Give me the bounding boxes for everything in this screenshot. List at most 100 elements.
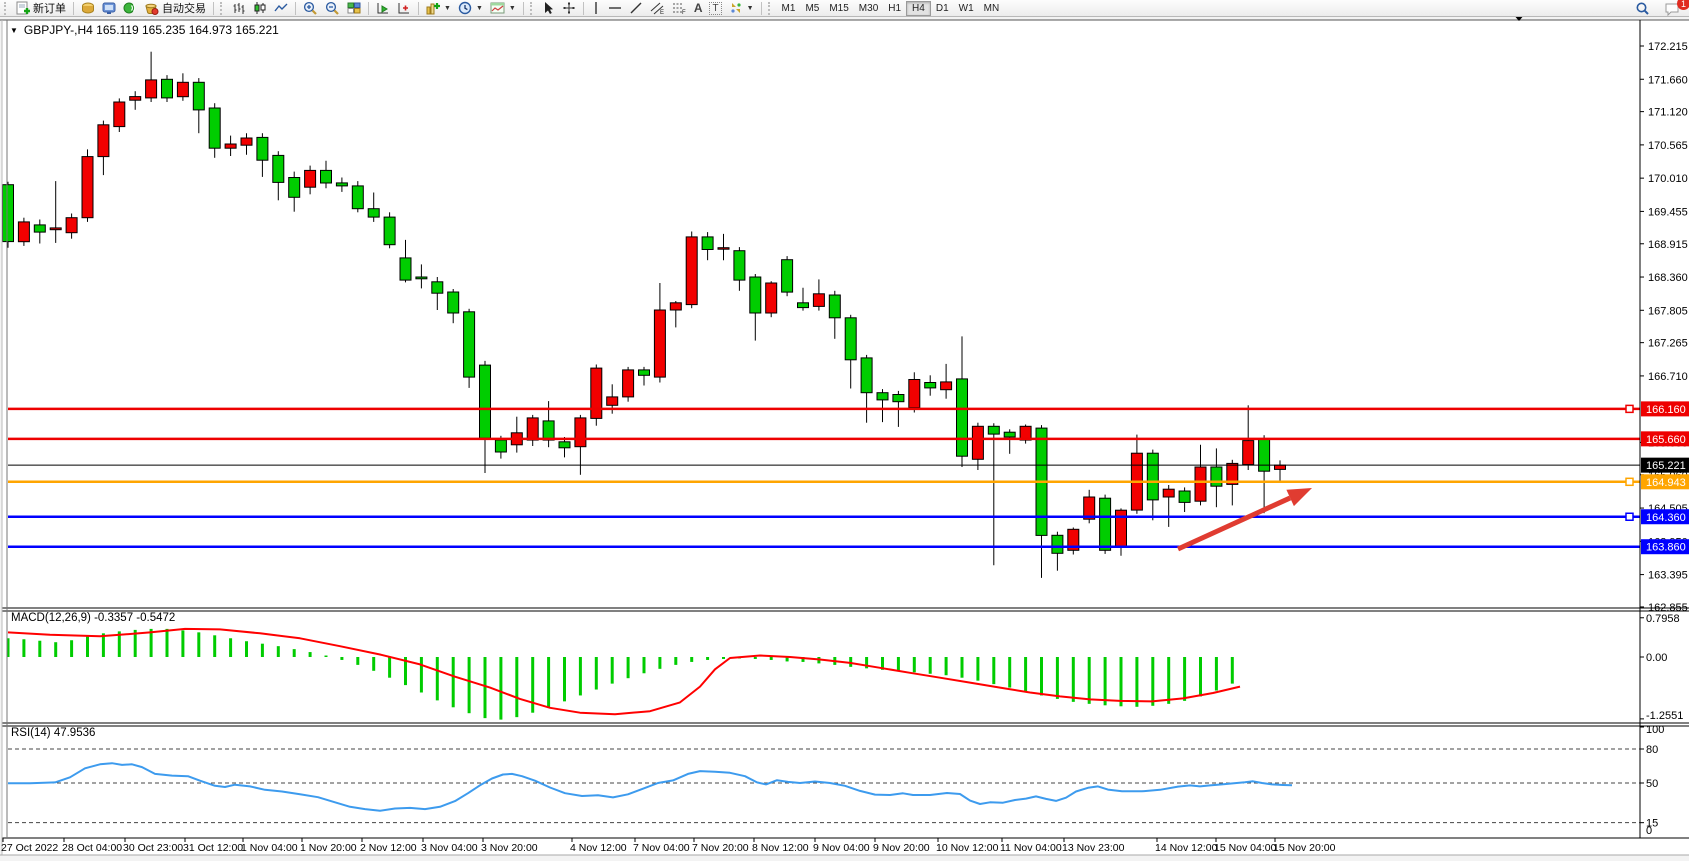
toolbar-grip4[interactable] xyxy=(767,1,774,15)
cursor-button[interactable] xyxy=(539,1,558,16)
macd-panel xyxy=(6,627,1241,720)
time-axis-labels: 27 Oct 2022 28 Oct 04:00 30 Oct 23:00 31 Oc… xyxy=(1,838,1336,854)
sound-button[interactable] xyxy=(120,1,140,16)
svg-text:172.215: 172.215 xyxy=(1648,41,1688,53)
line-chart-button[interactable] xyxy=(271,1,291,16)
svg-text:163.395: 163.395 xyxy=(1648,570,1688,582)
fibonacci-button[interactable]: F xyxy=(669,1,690,16)
text-label-icon: T xyxy=(709,1,722,15)
new-order-button[interactable]: 新订单 xyxy=(13,1,69,16)
new-order-icon xyxy=(16,1,30,15)
svg-text:E: E xyxy=(660,10,664,15)
trend-arrow xyxy=(1176,488,1312,552)
new-order-label: 新订单 xyxy=(33,3,66,15)
level-lines xyxy=(8,404,1640,548)
svg-text:170.010: 170.010 xyxy=(1648,173,1688,185)
timeframe-M30[interactable]: M30 xyxy=(854,1,883,16)
text-label-button[interactable]: T xyxy=(706,1,724,16)
indicators-icon xyxy=(426,1,440,15)
macd-label: MACD(12,26,9) -0.3357 -0.5472 xyxy=(11,612,176,624)
bar-chart-button[interactable] xyxy=(229,1,249,16)
crosshair-button[interactable] xyxy=(559,1,579,16)
candles-layer xyxy=(2,51,1286,578)
timeframe-W1[interactable]: W1 xyxy=(954,1,979,16)
chart-shift-icon xyxy=(397,1,411,15)
svg-text:8 Nov 12:00: 8 Nov 12:00 xyxy=(752,842,809,854)
periods-button[interactable]: ▼ xyxy=(455,1,486,16)
channel-button[interactable]: E xyxy=(647,1,668,16)
svg-text:50: 50 xyxy=(1646,778,1658,790)
timeframe-H1[interactable]: H1 xyxy=(883,1,906,16)
svg-text:15: 15 xyxy=(1646,818,1658,830)
timeframe-M15[interactable]: M15 xyxy=(824,1,853,16)
svg-text:168.915: 168.915 xyxy=(1648,239,1688,251)
trendline-button[interactable] xyxy=(626,1,646,16)
hline-icon xyxy=(608,1,622,15)
rsi-label: RSI(14) 47.9536 xyxy=(11,727,96,739)
terminal-button[interactable] xyxy=(99,1,119,16)
text-button[interactable]: A xyxy=(691,1,706,16)
toolbar-grip2[interactable] xyxy=(220,1,226,15)
zoom-out-icon xyxy=(325,1,340,16)
timeframe-M1[interactable]: M1 xyxy=(777,1,801,16)
candle-chart-button[interactable] xyxy=(250,1,270,16)
chart-autoscroll-icon xyxy=(376,1,390,15)
indicators-caret-icon: ▼ xyxy=(444,4,451,12)
timeframe-group: M1 M5 M15 M30 H1 H4 D1 W1 MN xyxy=(777,0,1005,16)
templates-button[interactable]: ▼ xyxy=(487,1,519,16)
svg-text:165.660: 165.660 xyxy=(1646,434,1686,446)
panel-borders xyxy=(0,14,1689,856)
styler-icon xyxy=(81,1,95,15)
svg-text:0.00: 0.00 xyxy=(1646,652,1667,664)
search-icon xyxy=(1635,1,1650,16)
toolbar-grip[interactable] xyxy=(4,1,10,15)
fibonacci-icon: F xyxy=(672,1,687,15)
timeframe-D1[interactable]: D1 xyxy=(931,1,954,16)
arrows-caret-icon: ▼ xyxy=(746,4,754,12)
sound-icon xyxy=(123,1,137,15)
timeframe-MN[interactable]: MN xyxy=(979,1,1005,16)
svg-text:15 Nov 04:00: 15 Nov 04:00 xyxy=(1214,842,1277,854)
svg-text:169.455: 169.455 xyxy=(1648,206,1688,218)
vline-icon xyxy=(591,1,601,15)
toolbar-grip3[interactable] xyxy=(529,1,536,15)
tile-windows-icon xyxy=(347,1,361,15)
svg-text:9 Nov 20:00: 9 Nov 20:00 xyxy=(873,842,930,854)
indicators-button[interactable]: ▼ xyxy=(423,1,454,16)
arrows-button[interactable]: ▼ xyxy=(726,1,757,16)
zoom-in-button[interactable] xyxy=(300,1,321,16)
search-button[interactable] xyxy=(1632,1,1653,16)
chart-autoscroll-button[interactable] xyxy=(373,1,393,16)
symbol-ohlc-text: GBPJPY-,H4 165.119 165.235 164.973 165.2… xyxy=(23,23,279,37)
line-chart-icon xyxy=(274,1,288,15)
svg-text:30 Oct 23:00: 30 Oct 23:00 xyxy=(123,842,183,854)
vline-button[interactable] xyxy=(588,1,604,16)
svg-text:100: 100 xyxy=(1646,724,1664,736)
svg-text:15 Nov 20:00: 15 Nov 20:00 xyxy=(1273,842,1336,854)
time-axis[interactable] xyxy=(0,839,1640,855)
tile-windows-button[interactable] xyxy=(344,1,364,16)
timeframe-M5[interactable]: M5 xyxy=(800,1,824,16)
timeframe-H4[interactable]: H4 xyxy=(906,0,931,16)
terminal-icon xyxy=(102,1,116,15)
collapse-triangle-icon[interactable]: ▼ xyxy=(10,25,18,35)
hline-button[interactable] xyxy=(605,1,625,16)
price-axis[interactable] xyxy=(1641,20,1689,838)
svg-text:0.7958: 0.7958 xyxy=(1646,613,1680,625)
svg-text:168.360: 168.360 xyxy=(1648,272,1688,284)
svg-text:10 Nov 12:00: 10 Nov 12:00 xyxy=(936,842,999,854)
templates-icon xyxy=(490,1,505,15)
svg-text:3 Nov 20:00: 3 Nov 20:00 xyxy=(481,842,538,854)
svg-text:11 Nov 04:00: 11 Nov 04:00 xyxy=(1000,842,1062,854)
main-toolbar: 新订单 自动交易 ▼ ▼ ▼ E F A xyxy=(0,0,1689,17)
svg-text:165.221: 165.221 xyxy=(1646,460,1686,472)
candle-chart-icon xyxy=(253,1,267,15)
chart-shift-button[interactable] xyxy=(394,1,414,16)
autotrading-button[interactable]: 自动交易 xyxy=(141,1,209,16)
svg-text:F: F xyxy=(682,10,686,15)
styler-button[interactable] xyxy=(78,1,98,16)
autotrading-label: 自动交易 xyxy=(162,3,206,15)
periods-caret-icon: ▼ xyxy=(475,4,483,12)
zoom-out-button[interactable] xyxy=(322,1,343,16)
